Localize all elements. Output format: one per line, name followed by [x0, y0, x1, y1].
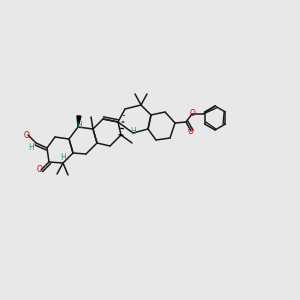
Text: H: H	[76, 122, 82, 130]
Polygon shape	[77, 116, 81, 127]
Text: H: H	[130, 128, 136, 136]
Text: O: O	[24, 130, 30, 140]
Text: H: H	[60, 152, 66, 161]
Text: O: O	[37, 166, 43, 175]
Text: O: O	[188, 128, 194, 136]
Text: H: H	[28, 143, 34, 152]
Text: O: O	[190, 110, 196, 118]
